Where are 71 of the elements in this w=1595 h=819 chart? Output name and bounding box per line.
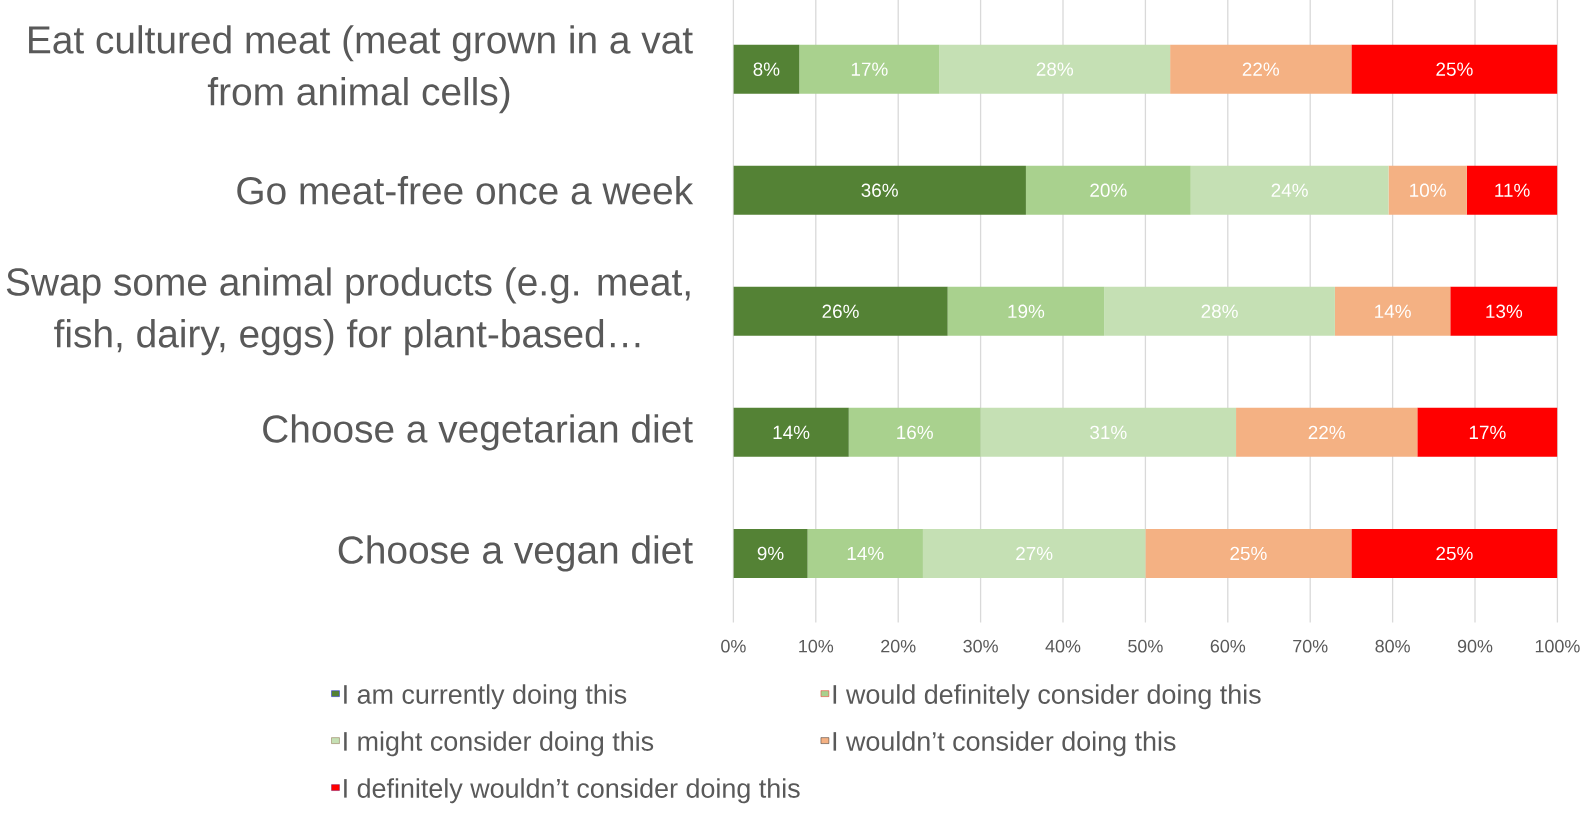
data-label: 17% xyxy=(851,62,888,76)
data-label: 9% xyxy=(757,546,784,561)
bar xyxy=(733,407,849,457)
x-tick-label: 20% xyxy=(881,639,916,653)
data-label: 24% xyxy=(1271,183,1308,197)
bar xyxy=(939,44,1171,94)
x-tick-label: 30% xyxy=(963,639,998,653)
x-tick-label: 40% xyxy=(1045,639,1081,653)
data-label: 36% xyxy=(861,183,898,197)
bar xyxy=(848,407,981,457)
y-tick-label: Swap some animal products (e.g. meat, fish, dairy, eggs) for plant-based… xyxy=(6,267,690,356)
bar xyxy=(1351,44,1558,94)
x-tick-label: 70% xyxy=(1293,639,1328,653)
bar xyxy=(1417,407,1558,457)
data-label: 11% xyxy=(1495,183,1530,197)
bar xyxy=(733,528,808,578)
bar xyxy=(799,44,940,94)
data-label: 8% xyxy=(753,62,780,76)
data-label: 17% xyxy=(1469,425,1506,439)
data-label: 10% xyxy=(1410,183,1446,197)
bar xyxy=(1236,407,1418,457)
y-tick-label: Choose a vegan diet xyxy=(338,535,693,572)
x-tick-label: 10% xyxy=(799,639,834,653)
legend-label: I would definitely consider doing this xyxy=(833,684,1261,710)
bar xyxy=(1334,286,1451,336)
y-tick-label: Choose a vegetarian diet xyxy=(263,414,693,451)
y-tick-label: Go meat-free once a week xyxy=(237,175,694,205)
data-label: 28% xyxy=(1201,304,1238,319)
data-label: 16% xyxy=(897,425,933,440)
bar xyxy=(1190,165,1389,215)
bar xyxy=(1025,165,1191,215)
data-label: 14% xyxy=(1375,304,1411,318)
data-label: 25% xyxy=(1230,546,1267,561)
bar xyxy=(1170,44,1352,94)
x-tick-label: 100% xyxy=(1535,639,1580,653)
data-label: 26% xyxy=(822,304,859,319)
data-label: 19% xyxy=(1008,304,1045,319)
data-label: 27% xyxy=(1016,546,1053,561)
x-tick-label: 90% xyxy=(1457,639,1493,653)
x-tick-label: 0% xyxy=(721,639,746,653)
data-label: 31% xyxy=(1090,425,1127,440)
x-tick-label: 80% xyxy=(1375,639,1410,653)
data-label: 22% xyxy=(1308,425,1345,440)
data-label: 13% xyxy=(1486,304,1523,319)
x-tick-label: 50% xyxy=(1128,639,1163,653)
data-label: 25% xyxy=(1436,546,1473,561)
bar xyxy=(733,44,800,94)
bar xyxy=(947,286,1105,336)
data-label: 20% xyxy=(1090,183,1127,197)
data-label: 14% xyxy=(773,425,810,439)
legend-label: I wouldn’t consider doing this xyxy=(833,731,1176,757)
bar xyxy=(733,165,1026,215)
legend-label: I might consider doing this xyxy=(344,731,654,757)
data-label: 28% xyxy=(1036,62,1074,76)
y-tick-label: Eat cultured meat (meat grown in a vat from animal cells) xyxy=(29,25,693,114)
bar xyxy=(1388,165,1467,215)
data-label: 14% xyxy=(847,546,884,561)
bar xyxy=(1145,528,1352,578)
bar xyxy=(980,407,1237,457)
bar xyxy=(922,528,1146,578)
legend-label: I am currently doing this xyxy=(344,684,627,710)
bar xyxy=(733,286,948,336)
legend-label: I definitely wouldn’t consider doing this xyxy=(344,778,800,804)
bar xyxy=(1104,286,1335,336)
bar xyxy=(1351,528,1558,578)
x-tick-label: 60% xyxy=(1210,639,1246,653)
data-label: 22% xyxy=(1242,62,1280,76)
bar xyxy=(1466,165,1558,215)
data-label: 25% xyxy=(1436,62,1473,76)
bar xyxy=(1450,286,1558,336)
bar xyxy=(807,528,923,578)
